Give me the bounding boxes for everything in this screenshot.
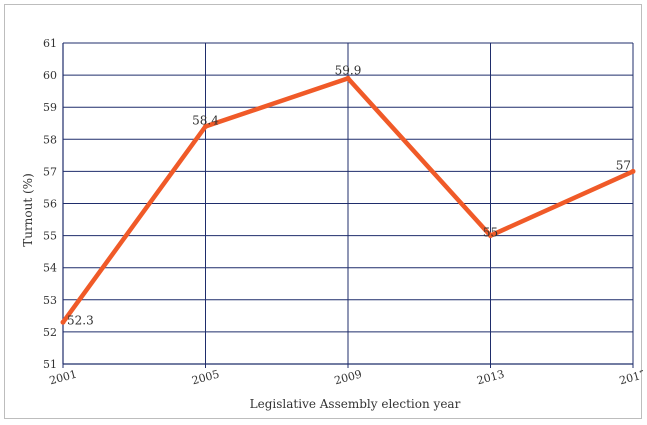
series xyxy=(60,75,636,325)
chart-frame: 51 52 53 54 55 56 57 58 59 60 61 2001 2005 2009 2013 2… xyxy=(4,4,647,419)
y-tick-label: 54 xyxy=(43,262,57,275)
y-tick-label: 61 xyxy=(43,37,57,50)
data-label: 58.4 xyxy=(192,113,219,127)
x-tick-labels: 2001 2005 2009 2013 2017 xyxy=(48,368,647,388)
data-point xyxy=(203,123,208,129)
data-point xyxy=(488,233,493,239)
data-point xyxy=(60,319,66,325)
axes xyxy=(62,42,634,368)
y-tick-label: 58 xyxy=(43,133,57,146)
y-tick-label: 52 xyxy=(43,326,57,339)
x-tick-label: 2013 xyxy=(475,368,505,388)
data-label: 59.9 xyxy=(335,63,362,77)
y-tick-label: 57 xyxy=(43,165,57,178)
x-tick-label: 2017 xyxy=(618,368,643,388)
y-tick-label: 51 xyxy=(43,358,57,371)
data-labels: 52.3 58.4 59.9 55 57 xyxy=(67,63,631,327)
y-tick-labels: 51 52 53 54 55 56 57 58 59 60 61 xyxy=(43,37,57,371)
y-tick-label: 56 xyxy=(43,198,57,211)
data-point xyxy=(630,168,636,174)
x-axis-title: Legislative Assembly election year xyxy=(250,397,461,411)
y-tick-label: 59 xyxy=(43,101,57,114)
y-tick-label: 55 xyxy=(43,230,57,243)
data-label: 55 xyxy=(483,226,498,240)
y-axis-title: Turnout (%) xyxy=(21,173,35,247)
x-tick-label: 2009 xyxy=(333,368,363,388)
data-point xyxy=(345,75,351,81)
data-label: 52.3 xyxy=(67,313,94,327)
x-tick-label: 2005 xyxy=(190,368,220,388)
y-tick-label: 60 xyxy=(43,69,57,82)
y-tick-label: 53 xyxy=(43,294,57,307)
data-label: 57 xyxy=(616,158,631,172)
